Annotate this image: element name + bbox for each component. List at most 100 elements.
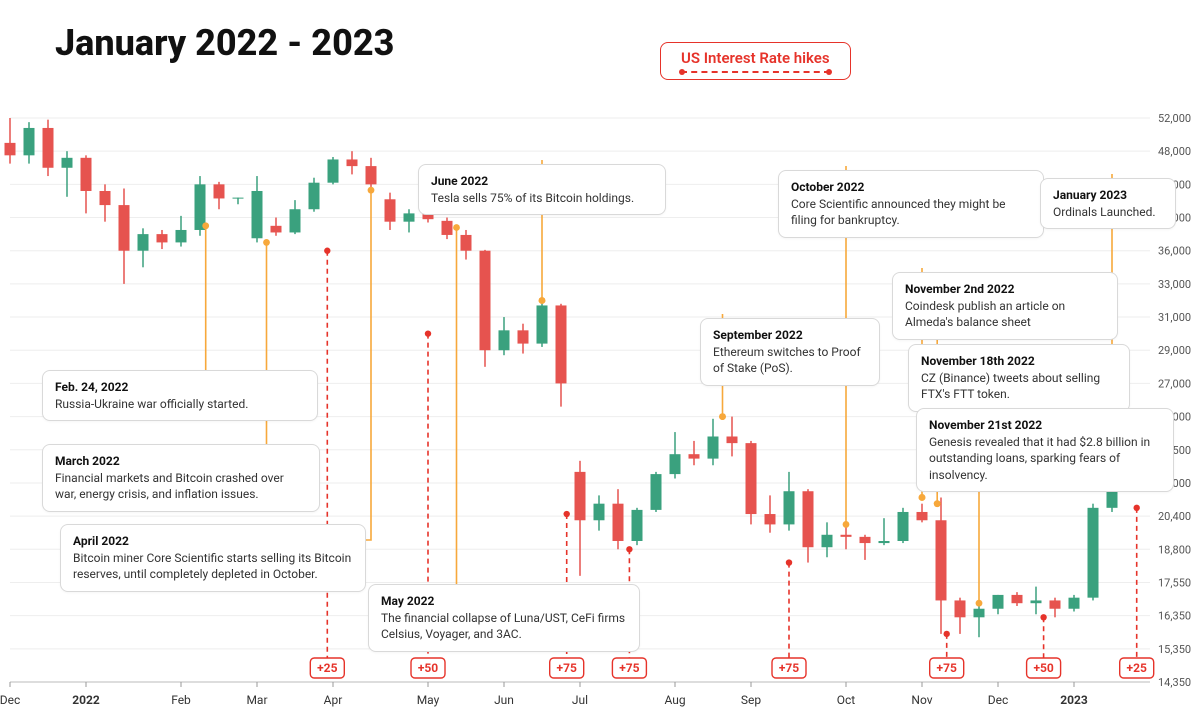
candle (100, 191, 111, 205)
candle (974, 609, 985, 618)
rate-hike-label: +25 (317, 661, 337, 675)
event-annotation: September 2022Ethereum switches to Proof… (700, 318, 880, 386)
candle (841, 535, 852, 537)
candle (24, 128, 35, 155)
svg-text:2023: 2023 (1060, 693, 1088, 707)
candle (461, 235, 472, 251)
candle (1069, 598, 1080, 609)
svg-text:14,350: 14,350 (1158, 676, 1191, 689)
candle (233, 198, 244, 199)
annotation-text: The financial collapse of Luna/UST, CeFi… (381, 611, 625, 641)
candle (119, 205, 130, 251)
svg-text:Dec: Dec (0, 693, 20, 707)
svg-text:16,350: 16,350 (1158, 610, 1191, 623)
svg-text:Sep: Sep (741, 693, 761, 707)
annotation-text: CZ (Binance) tweets about selling FTX's … (921, 371, 1100, 401)
rate-hike-label: +75 (779, 661, 799, 675)
annotation-text: Coindesk publish an article on Almeda's … (905, 299, 1065, 329)
svg-text:27,000: 27,000 (1158, 377, 1191, 390)
candle (575, 472, 586, 520)
annotation-title: January 2023 (1053, 187, 1163, 203)
svg-text:Oct: Oct (837, 693, 856, 707)
candle (594, 504, 605, 521)
svg-text:Jun: Jun (494, 693, 514, 707)
event-annotation: November 2nd 2022 Coindesk publish an art… (892, 272, 1118, 340)
event-annotation: June 2022 Tesla sells 75% of its Bitcoin … (418, 164, 666, 215)
candle (613, 504, 624, 541)
candle (157, 234, 168, 242)
svg-text:Feb: Feb (171, 693, 191, 707)
candle (214, 184, 225, 198)
event-annotation: November 21st 2022 Genesis revealed that … (916, 408, 1174, 492)
svg-text:20,400: 20,400 (1158, 510, 1191, 523)
svg-text:May: May (417, 693, 440, 707)
event-annotation: October 2022 Core Scientific announced th… (778, 170, 1044, 238)
annotation-text: Ethereum switches to Proof of Stake (PoS… (713, 345, 861, 375)
candle (936, 520, 947, 600)
rate-hike-label: +75 (937, 661, 957, 675)
event-annotation: Feb. 24, 2022 Russia-Ukraine war official… (42, 370, 318, 421)
svg-text:Nov: Nov (911, 693, 932, 707)
annotation-title: October 2022 (791, 179, 1031, 195)
annotation-text: Russia-Ukraine war officially started. (55, 397, 248, 411)
event-annotation: May 2022The financial collapse of Luna/U… (368, 584, 640, 652)
annotation-title: November 2nd 2022 (905, 281, 1105, 297)
annotation-title: March 2022 (55, 453, 307, 469)
annotation-text: Financial markets and Bitcoin crashed ov… (55, 471, 284, 501)
candle (860, 537, 871, 543)
candle (328, 159, 339, 182)
candle (138, 234, 149, 251)
candle (385, 199, 396, 221)
svg-text:18,800: 18,800 (1158, 543, 1191, 556)
candle (822, 535, 833, 547)
candle (43, 128, 54, 168)
candle (442, 221, 453, 235)
candle (290, 209, 301, 232)
candle (518, 330, 529, 343)
candle (556, 305, 567, 383)
candle (917, 512, 928, 520)
svg-text:29,000: 29,000 (1158, 344, 1191, 357)
candle (689, 454, 700, 458)
svg-text:36,000: 36,000 (1158, 245, 1191, 258)
svg-text:31,000: 31,000 (1158, 311, 1191, 324)
candle (5, 143, 16, 155)
candle (765, 514, 776, 524)
annotation-text: Genesis revealed that it had $2.8 billio… (929, 435, 1150, 481)
annotation-text: Tesla sells 75% of its Bitcoin holdings. (431, 191, 634, 205)
annotation-title: November 18th 2022 (921, 353, 1117, 369)
event-annotation: January 2023Ordinals Launched. (1040, 178, 1176, 229)
annotation-title: Feb. 24, 2022 (55, 379, 305, 395)
annotation-title: April 2022 (73, 533, 353, 549)
candle (1031, 600, 1042, 603)
event-annotation: November 18th 2022 CZ (Binance) tweets ab… (908, 344, 1130, 412)
candle (708, 436, 719, 458)
svg-text:2022: 2022 (72, 693, 100, 707)
svg-text:Aug: Aug (664, 693, 685, 707)
svg-text:33,000: 33,000 (1158, 278, 1191, 291)
candle (632, 510, 643, 541)
svg-text:Apr: Apr (324, 693, 343, 707)
svg-text:Dec: Dec (988, 693, 1009, 707)
rate-hike-label: +50 (418, 661, 438, 675)
annotation-title: November 21st 2022 (929, 417, 1161, 433)
event-annotation: March 2022 Financial markets and Bitcoin … (42, 444, 320, 512)
svg-text:15,350: 15,350 (1158, 643, 1191, 656)
candle (1050, 600, 1061, 608)
rate-hike-label: +75 (619, 661, 639, 675)
candle (803, 491, 814, 547)
candle (480, 251, 491, 351)
svg-text:17,550: 17,550 (1158, 576, 1191, 589)
candle (898, 512, 909, 541)
candle (366, 166, 377, 184)
candle (176, 230, 187, 242)
candle (404, 213, 415, 221)
candle (651, 474, 662, 510)
annotation-text: Core Scientific announced they might be … (791, 197, 1006, 227)
candle (1012, 595, 1023, 603)
candle (347, 159, 358, 166)
candle (993, 595, 1004, 609)
annotation-text: Bitcoin miner Core Scientific starts sel… (73, 551, 351, 581)
annotation-title: June 2022 (431, 173, 653, 189)
candle (271, 226, 282, 233)
